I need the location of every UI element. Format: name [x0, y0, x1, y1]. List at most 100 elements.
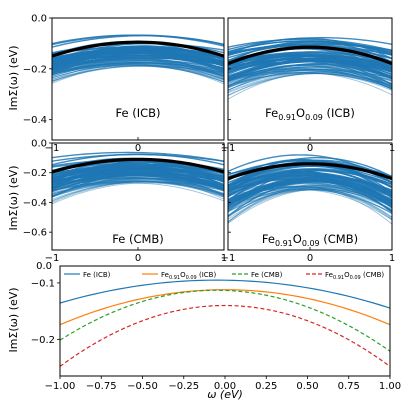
- y-tick-label: 0.0: [31, 14, 47, 25]
- x-tick-label: 0.25: [255, 381, 277, 392]
- y-axis-label-top: ImΣ(ω) (eV): [7, 45, 20, 110]
- ensemble-line: [52, 177, 224, 189]
- ensemble-line: [228, 68, 392, 90]
- panel-feo-cmb: −1 0 1 Fe0.91O0.09 (CMB): [221, 142, 395, 264]
- mean-line: [228, 45, 392, 66]
- x-tick-label: 1: [221, 253, 227, 264]
- y-tick-label-top: 0.0: [36, 261, 52, 272]
- series-line-1: [60, 289, 390, 326]
- panel-label: Fe0.91O0.09 (CMB): [262, 232, 358, 248]
- ensemble-line: [228, 73, 392, 93]
- legend-label-feo-cmb: Fe0.91O0.09 (CMB): [325, 271, 384, 281]
- ensemble-line: [52, 64, 224, 75]
- ensemble-line: [52, 34, 224, 46]
- ensemble-line: [228, 71, 392, 88]
- ensemble-line: [228, 64, 392, 90]
- axes-ticks-fe-cmb: −1 0 1 0.0 −0.2 −0.4 −0.6: [23, 139, 227, 265]
- ensemble-line: [228, 55, 392, 76]
- ensemble-line: [228, 189, 392, 223]
- ensemble-line: [52, 181, 224, 202]
- legend-label-fe-icb: Fe (ICB): [83, 271, 111, 279]
- ensemble-line: [228, 71, 392, 86]
- ensemble-line: [52, 59, 224, 79]
- ensemble-line: [52, 60, 224, 77]
- x-tick-label: −0.50: [127, 381, 158, 392]
- ensemble-line: [52, 61, 224, 77]
- y-tick-label: −0.1: [31, 278, 55, 289]
- ensemble-line: [228, 69, 392, 90]
- x-tick-label: −1: [221, 253, 236, 264]
- ensemble-line: [228, 51, 392, 68]
- ensemble-line: [228, 70, 392, 86]
- y-tick-label: −0.2: [23, 168, 47, 179]
- ensemble-line: [52, 59, 224, 73]
- x-tick-label: 0.50: [296, 381, 318, 392]
- ensemble-line: [52, 63, 224, 79]
- ensemble-line: [228, 60, 392, 82]
- ensemble-line: [52, 179, 224, 190]
- ensemble-line: [228, 66, 392, 92]
- ensemble-line: [228, 185, 392, 218]
- ensemble-line: [52, 180, 224, 198]
- ensemble-line: [228, 69, 392, 81]
- ensemble-line: [228, 73, 392, 96]
- y-tick-label: 0.0: [31, 139, 47, 150]
- ensemble-line: [52, 151, 224, 162]
- x-tick-label: −1: [45, 253, 60, 264]
- ensemble-line: [52, 64, 224, 80]
- ensemble-line: [52, 64, 224, 82]
- ensemble-line: [228, 72, 392, 96]
- ensemble-line: [52, 65, 224, 80]
- ensemble-line: [228, 177, 392, 197]
- ensemble-line: [228, 66, 392, 88]
- ensemble-line: [228, 72, 392, 94]
- ensemble-line: [228, 71, 392, 100]
- ensemble-line: [52, 61, 224, 81]
- ensemble-line: [52, 62, 224, 75]
- ensemble-line: [228, 71, 392, 87]
- panel-label: Fe (ICB): [115, 106, 160, 120]
- ensemble-line: [228, 186, 392, 225]
- ensemble-line: [52, 54, 224, 65]
- ensemble-line: [52, 164, 224, 179]
- ensemble-line: [228, 188, 392, 221]
- ensemble-line: [52, 63, 224, 76]
- mean-line: [52, 40, 224, 58]
- ensemble-line: [52, 63, 224, 85]
- ensemble-lines-feo-cmb: [228, 154, 392, 225]
- ensemble-line: [228, 188, 392, 218]
- ensemble-line: [228, 68, 392, 79]
- x-axis-label: ω (eV): [207, 388, 243, 401]
- axes-ticks-comparison: −1.00 −0.75 −0.50 −0.25 0.00 0.25 0.50 0.75 1.00…: [31, 261, 401, 392]
- ensemble-line: [52, 62, 224, 74]
- ensemble-line: [52, 62, 224, 82]
- x-tick-label: 0: [307, 253, 313, 264]
- series-line-0: [60, 279, 390, 309]
- y-tick-label: −0.4: [23, 115, 47, 126]
- x-tick-label: −0.25: [168, 381, 199, 392]
- mean-line: [228, 162, 392, 181]
- ensemble-line: [228, 180, 392, 217]
- ensemble-line: [228, 68, 392, 91]
- ensemble-line: [228, 66, 392, 83]
- ensemble-line: [52, 168, 224, 191]
- ensemble-line: [228, 72, 392, 91]
- legend-label-feo-icb: Fe0.91O0.09 (ICB): [161, 271, 216, 281]
- panel-fe-cmb: −1 0 1 0.0 −0.2 −0.4 −0.6 Fe (CMB): [23, 139, 227, 265]
- ensemble-line: [228, 72, 392, 89]
- y-axis-label-bottom: ImΣ(ω) (eV): [7, 287, 20, 352]
- ensemble-line: [52, 182, 224, 202]
- y-tick-label: −0.2: [31, 335, 55, 346]
- ensemble-line: [228, 71, 392, 82]
- ensemble-line: [52, 65, 224, 83]
- y-axis-label-middle: ImΣ(ω) (eV): [7, 165, 20, 230]
- ensemble-line: [228, 188, 392, 224]
- ensemble-line: [52, 63, 224, 77]
- ensemble-line: [52, 59, 224, 75]
- ensemble-line: [52, 178, 224, 197]
- ensemble-line: [52, 167, 224, 187]
- ensemble-line: [228, 43, 392, 56]
- ensemble-line: [52, 181, 224, 197]
